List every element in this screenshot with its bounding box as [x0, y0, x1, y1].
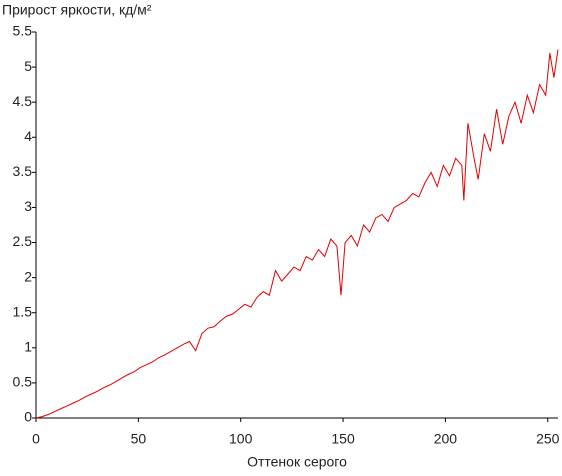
y-tick-label: 2: [24, 268, 32, 284]
x-tick-label: 50: [131, 431, 147, 447]
y-tick-label: 2.5: [13, 233, 33, 249]
data-line: [35, 49, 559, 419]
y-tick-label: 0.5: [13, 374, 33, 390]
x-tick-label: 100: [229, 431, 253, 447]
y-tick-label: 1.5: [13, 303, 33, 319]
x-axis-label: Оттенок серого: [247, 454, 347, 470]
y-tick-label: 4: [24, 128, 32, 144]
y-tick-label: 5: [24, 58, 32, 74]
y-tick-label: 5.5: [13, 23, 33, 39]
chart-title: Прирост яркости, кд/м²: [2, 2, 152, 18]
y-tick-label: 1: [24, 339, 32, 355]
x-tick-label: 150: [331, 431, 355, 447]
x-tick-label: 200: [434, 431, 458, 447]
x-tick-label: 0: [32, 431, 40, 447]
y-tick-label: 3: [24, 198, 32, 214]
y-tick-label: 3.5: [13, 163, 33, 179]
y-tick-label: 0: [24, 409, 32, 425]
x-tick-label: 250: [536, 431, 560, 447]
y-tick-label: 4.5: [13, 93, 33, 109]
